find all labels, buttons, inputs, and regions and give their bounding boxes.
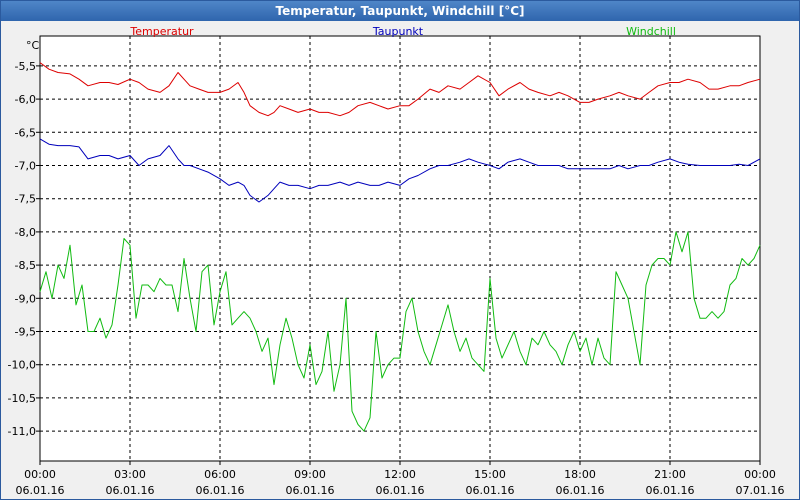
x-tick-date: 06.01.16 — [106, 484, 155, 497]
x-tick-time: 00:00 — [744, 468, 776, 481]
x-tick-time: 21:00 — [654, 468, 686, 481]
x-tick-time: 03:00 — [114, 468, 146, 481]
x-tick-date: 06.01.16 — [556, 484, 605, 497]
y-tick-label: -11,0 — [8, 425, 36, 438]
series-lines — [39, 62, 761, 432]
series-line-temperatur — [39, 62, 761, 117]
y-tick-label: -10,0 — [8, 359, 36, 372]
y-tick-label: -6,0 — [15, 93, 36, 106]
series-line-windchill — [39, 231, 761, 432]
y-tick-label: -9,0 — [15, 292, 36, 305]
y-tick-label: -8,0 — [15, 226, 36, 239]
x-tick-date: 07.01.16 — [736, 484, 785, 497]
legend-temperatur: Temperatur — [129, 25, 194, 38]
legend-taupunkt: Taupunkt — [372, 25, 424, 38]
x-tick-time: 15:00 — [474, 468, 506, 481]
window-title: Temperatur, Taupunkt, Windchill [°C] — [1, 1, 799, 21]
x-tick-date: 06.01.16 — [376, 484, 425, 497]
x-tick-date: 06.01.16 — [466, 484, 515, 497]
y-tick-label: -7,0 — [15, 159, 36, 172]
y-tick-label: -6,5 — [15, 126, 36, 139]
y-tick-label: -10,5 — [8, 392, 36, 405]
horizontal-gridlines — [40, 65, 760, 432]
legend: Temperatur Taupunkt Windchill — [129, 25, 676, 38]
y-axis-unit: °C — [26, 39, 40, 52]
y-tick-label: -5,5 — [15, 60, 36, 73]
series-line-taupunkt — [39, 138, 761, 203]
x-axis-ticks: 00:00 06.01.16 03:00 06.01.16 06:00 06.01.16 0… — [16, 461, 785, 497]
x-tick-date: 06.01.16 — [196, 484, 245, 497]
x-tick-time: 18:00 — [564, 468, 596, 481]
x-tick-time: 06:00 — [204, 468, 236, 481]
y-tick-label: -9,5 — [15, 326, 36, 339]
x-tick-date: 06.01.16 — [286, 484, 335, 497]
y-tick-label: -7,5 — [15, 193, 36, 206]
y-axis-ticks: -5,5 -6,0 -6,5 -7,0 -7,5 -8,0 -8,5 -9,0 -9,5 -10,… — [8, 60, 40, 438]
y-tick-label: -8,5 — [15, 259, 36, 272]
x-tick-time: 09:00 — [294, 468, 326, 481]
x-tick-time: 00:00 — [24, 468, 56, 481]
x-tick-date: 06.01.16 — [16, 484, 65, 497]
legend-windchill: Windchill — [626, 25, 676, 38]
vertical-gridlines — [129, 36, 671, 461]
x-tick-date: 06.01.16 — [646, 484, 695, 497]
x-tick-time: 12:00 — [384, 468, 416, 481]
